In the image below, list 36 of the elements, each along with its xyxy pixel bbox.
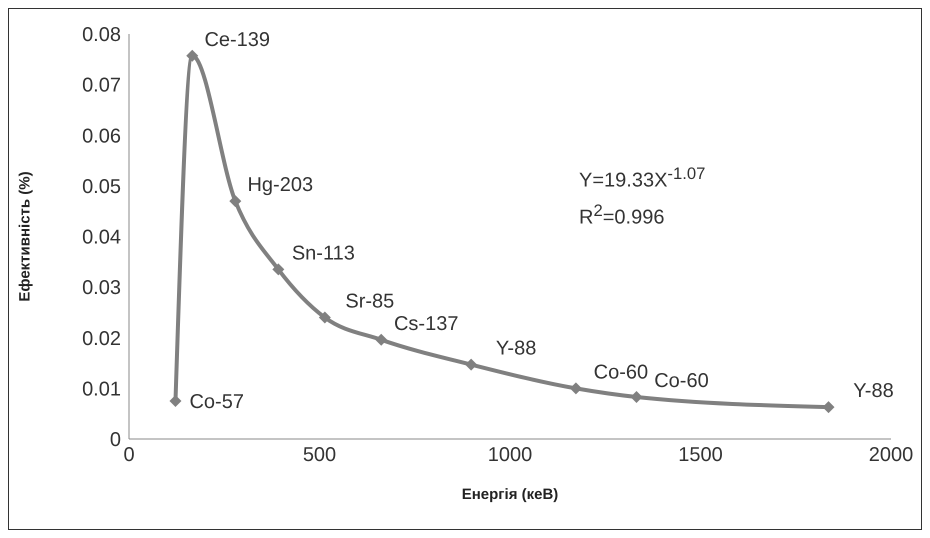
point xyxy=(229,195,242,208)
y-tick-label: 0.03 xyxy=(82,277,121,300)
annotation: Hg-203 xyxy=(247,174,314,196)
x-tick-label: 2000 xyxy=(868,444,914,466)
x-tick-label: 0 xyxy=(123,444,135,466)
x-tick-label: 1000 xyxy=(488,444,532,466)
y-tick-label: 0.06 xyxy=(82,125,121,148)
y-tick-label: 0.01 xyxy=(82,378,121,400)
point xyxy=(272,263,284,276)
x-tick-label: 500 xyxy=(302,444,336,466)
point xyxy=(318,312,331,324)
point xyxy=(375,334,388,346)
annotation: Co-60 xyxy=(594,361,648,384)
annotation: R$^{2}$=0.996 xyxy=(579,200,666,230)
x-axis-title: Енергія (кеВ) xyxy=(462,486,558,503)
point xyxy=(186,50,198,62)
annotation: Ce-139 xyxy=(204,28,270,51)
y-tick-label: 0 xyxy=(110,429,121,452)
annotation: Y-88 xyxy=(496,338,536,360)
y-tick-label: 0.04 xyxy=(82,226,121,249)
y-tick-label: 0.02 xyxy=(82,328,121,350)
y-tick-label: 0.07 xyxy=(82,74,121,97)
x-tick-label: 1500 xyxy=(678,444,723,466)
annotation: Y-88 xyxy=(853,380,894,402)
annotation: Co-60 xyxy=(654,370,709,392)
annotation: Cs-137 xyxy=(394,312,458,335)
y-axis-title: Ефективність (%) xyxy=(16,171,34,302)
y-tick-label: 0.08 xyxy=(82,24,121,46)
point xyxy=(169,395,182,408)
point xyxy=(570,382,582,394)
annotation: Co-57 xyxy=(189,391,244,414)
annotation: Y=19.33X$^{-1.07}$ xyxy=(579,163,706,194)
y-tick-label: 0.05 xyxy=(82,176,121,198)
point xyxy=(465,358,478,371)
annotation: Sn-113 xyxy=(292,242,355,264)
annotation: Sr-85 xyxy=(345,290,394,312)
